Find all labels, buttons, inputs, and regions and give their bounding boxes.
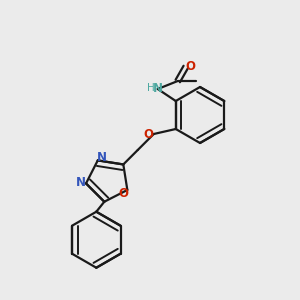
Text: N: N — [97, 151, 107, 164]
Text: O: O — [118, 188, 128, 200]
Text: O: O — [186, 59, 196, 73]
Text: N: N — [76, 176, 86, 189]
Text: O: O — [144, 128, 154, 140]
Text: H: H — [147, 83, 154, 93]
Text: N: N — [153, 82, 163, 95]
